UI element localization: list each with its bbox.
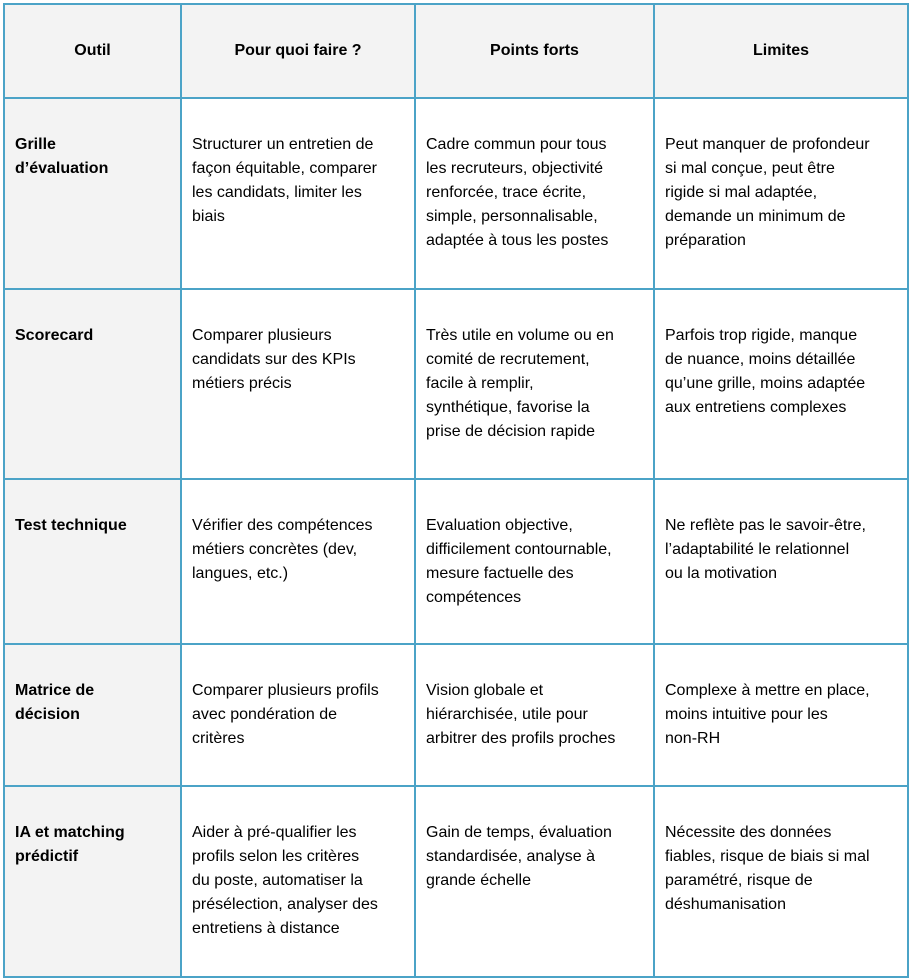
header-limites: Limites bbox=[653, 3, 909, 99]
purpose-cell: Vérifier des compétences métiers concrèt… bbox=[180, 478, 416, 645]
tool-name: IA et matching prédictif bbox=[3, 785, 182, 978]
purpose-cell: Structurer un entretien de façon équitab… bbox=[180, 97, 416, 290]
limits-cell: Nécessite des données fiables, risque de… bbox=[653, 785, 909, 978]
tool-name: Matrice de décision bbox=[3, 643, 182, 787]
tool-name: Test technique bbox=[3, 478, 182, 645]
strengths-cell: Vision globale et hiérarchisée, utile po… bbox=[414, 643, 655, 787]
limits-cell: Parfois trop rigide, manque de nuance, m… bbox=[653, 288, 909, 480]
table-row: Scorecard Comparer plusieurs candidats s… bbox=[3, 288, 909, 480]
limits-cell: Complexe à mettre en place, moins intuit… bbox=[653, 643, 909, 787]
tool-name: Grille d’évaluation bbox=[3, 97, 182, 290]
table-row: Test technique Vérifier des compétences … bbox=[3, 478, 909, 645]
purpose-cell: Aider à pré-qualifier les profils selon … bbox=[180, 785, 416, 978]
header-outil: Outil bbox=[3, 3, 182, 99]
table-row: IA et matching prédictif Aider à pré-qua… bbox=[3, 785, 909, 978]
limits-cell: Ne reflète pas le savoir-être, l’adaptab… bbox=[653, 478, 909, 645]
purpose-cell: Comparer plusieurs profils avec pondérat… bbox=[180, 643, 416, 787]
header-pour-quoi-faire: Pour quoi faire ? bbox=[180, 3, 416, 99]
header-row: Outil Pour quoi faire ? Points forts Lim… bbox=[3, 3, 909, 99]
table-row: Matrice de décision Comparer plusieurs p… bbox=[3, 643, 909, 787]
tool-name: Scorecard bbox=[3, 288, 182, 480]
strengths-cell: Evaluation objective, difficilement cont… bbox=[414, 478, 655, 645]
strengths-cell: Cadre commun pour tous les recruteurs, o… bbox=[414, 97, 655, 290]
purpose-cell: Comparer plusieurs candidats sur des KPI… bbox=[180, 288, 416, 480]
comparison-table: Outil Pour quoi faire ? Points forts Lim… bbox=[3, 3, 909, 978]
header-points-forts: Points forts bbox=[414, 3, 655, 99]
limits-cell: Peut manquer de profondeur si mal conçue… bbox=[653, 97, 909, 290]
strengths-cell: Très utile en volume ou en comité de rec… bbox=[414, 288, 655, 480]
strengths-cell: Gain de temps, évaluation standardisée, … bbox=[414, 785, 655, 978]
table-row: Grille d’évaluation Structurer un entret… bbox=[3, 97, 909, 290]
